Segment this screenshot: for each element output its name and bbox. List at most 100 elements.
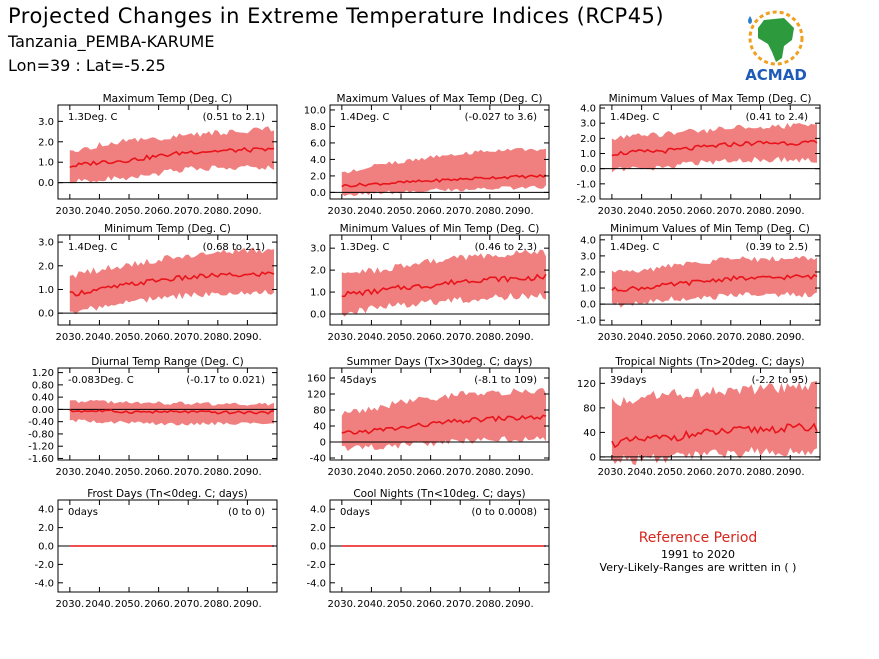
logo-text: ACMAD xyxy=(745,66,807,84)
x-tick-label: 2060. xyxy=(687,332,716,343)
x-tick-label: 2030. xyxy=(328,332,357,343)
y-tick-label: 4.0 xyxy=(580,235,596,246)
y-tick-label: -2.0 xyxy=(306,560,326,571)
likely-range-value: (-2.2 to 95) xyxy=(752,375,809,386)
y-tick-label: 0.0 xyxy=(580,300,596,311)
page-title: Projected Changes in Extreme Temperature… xyxy=(8,4,665,28)
x-tick-label: 2030. xyxy=(56,206,85,217)
x-tick-label: 2050. xyxy=(115,332,144,343)
chart-panel-1: 0.0 1.0 2.0 3.0 2030. 2040. 2050. 2060. 2070. 208… xyxy=(38,93,278,217)
y-tick-label: 3.0 xyxy=(310,244,326,255)
x-tick-label: 2060. xyxy=(144,467,173,478)
y-tick-label: 0.0 xyxy=(38,309,54,320)
x-tick-label: 2050. xyxy=(657,332,686,343)
x-tick-label: 2090. xyxy=(505,467,534,478)
chart-title: Minimum Values of Max Temp (Deg. C) xyxy=(609,93,812,105)
y-tick-label: 80 xyxy=(583,403,596,414)
x-tick-label: 2040. xyxy=(627,332,656,343)
plot-frame xyxy=(599,104,821,200)
change-value: 0days xyxy=(340,507,370,518)
chart-title: Minimum Temp (Deg. C) xyxy=(104,223,231,235)
x-tick-label: 2090. xyxy=(505,206,534,217)
y-tick-label: 3.0 xyxy=(580,251,596,262)
y-tick-label: -2.0 xyxy=(34,560,54,571)
median-change-line xyxy=(341,273,547,298)
x-tick-label: 2030. xyxy=(328,467,357,478)
y-tick-label: 0.0 xyxy=(38,178,54,189)
x-tick-label: 2090. xyxy=(776,206,805,217)
y-tick-label: 0 xyxy=(590,452,596,463)
y-tick-label: 4.0 xyxy=(38,505,54,516)
x-tick-label: 2050. xyxy=(387,467,416,478)
median-change-line xyxy=(69,271,275,297)
y-tick-label: 0.0 xyxy=(580,164,596,175)
y-tick-label: 3.0 xyxy=(38,238,54,249)
x-tick-label: 2050. xyxy=(115,206,144,217)
sun-ring-icon xyxy=(748,10,804,66)
y-tick-label: -1.0 xyxy=(576,179,596,190)
x-tick-label: 2030. xyxy=(56,332,85,343)
x-tick-label: 2030. xyxy=(598,467,627,478)
x-tick-label: 2050. xyxy=(387,206,416,217)
chart-title: Minimum Values of Min Temp (Deg. C) xyxy=(340,223,540,235)
x-tick-label: 2040. xyxy=(85,467,114,478)
x-tick-label: 2040. xyxy=(627,206,656,217)
chart-title: Frost Days (Tn<0deg. C; days) xyxy=(87,488,247,500)
y-tick-label: 0 xyxy=(320,438,326,449)
plot-frame xyxy=(57,234,278,326)
y-tick-label: 4.0 xyxy=(310,505,326,516)
x-tick-label: 2080. xyxy=(475,332,504,343)
y-tick-label: 1.0 xyxy=(310,288,326,299)
x-tick-label: 2090. xyxy=(505,332,534,343)
chart-title: Summer Days (Tx>30deg. C; days) xyxy=(347,356,533,368)
y-tick-label: 0.40 xyxy=(32,393,54,404)
chart-panel-10: -4.0 -2.0 0.0 2.0 4.0 2030. 2040. 2050. 2060. 207… xyxy=(34,488,278,610)
y-tick-label: 2.0 xyxy=(38,137,54,148)
x-tick-label: 2090. xyxy=(233,467,262,478)
x-tick-label: 2080. xyxy=(203,332,232,343)
y-tick-label: -0.80 xyxy=(28,429,54,440)
x-tick-label: 2070. xyxy=(174,206,203,217)
likely-range-value: (0.41 to 2.4) xyxy=(746,112,808,123)
likely-range-value: (0.68 to 2.1) xyxy=(203,242,265,253)
y-tick-label: 0.0 xyxy=(38,542,54,553)
plot-frame xyxy=(329,234,550,326)
x-tick-label: 2080. xyxy=(203,467,232,478)
y-tick-label: 40 xyxy=(313,422,326,433)
x-tick-label: 2080. xyxy=(203,599,232,610)
y-tick-label: 120 xyxy=(307,390,326,401)
x-tick-label: 2060. xyxy=(144,206,173,217)
chart-title: Maximum Values of Max Temp (Deg. C) xyxy=(337,93,543,105)
x-tick-label: 2030. xyxy=(598,332,627,343)
x-tick-label: 2070. xyxy=(174,599,203,610)
x-tick-label: 2070. xyxy=(446,467,475,478)
y-tick-label: 1.0 xyxy=(38,158,54,169)
y-tick-label: 2.0 xyxy=(38,523,54,534)
x-tick-label: 2030. xyxy=(328,206,357,217)
y-tick-label: 10.0 xyxy=(304,105,326,116)
y-tick-label: -4.0 xyxy=(34,578,54,589)
y-tick-label: -2.0 xyxy=(576,195,596,206)
x-tick-label: 2060. xyxy=(144,599,173,610)
likely-range-band xyxy=(69,399,274,426)
y-tick-label: -40 xyxy=(310,454,326,465)
change-value: 1.3Deg. C xyxy=(340,242,389,253)
change-value: 1.4Deg. C xyxy=(610,112,659,123)
x-tick-label: 2030. xyxy=(56,599,85,610)
x-tick-label: 2040. xyxy=(627,467,656,478)
x-tick-label: 2070. xyxy=(174,467,203,478)
change-value: 1.4Deg. C xyxy=(610,242,659,253)
x-tick-label: 2090. xyxy=(233,599,262,610)
y-tick-label: -1.0 xyxy=(576,316,596,327)
reference-period-box: Reference Period 1991 to 2020 Very-Likel… xyxy=(560,530,836,574)
y-tick-label: 8.0 xyxy=(310,122,326,133)
station-coordinates: Lon=39 : Lat=-5.25 xyxy=(8,56,166,75)
x-tick-label: 2060. xyxy=(687,206,716,217)
y-tick-label: 0.0 xyxy=(310,542,326,553)
chart-title: Cool Nights (Tn<10deg. C; days) xyxy=(353,488,525,500)
y-tick-label: 2.0 xyxy=(580,134,596,145)
likely-range-band xyxy=(611,381,817,466)
x-tick-label: 2050. xyxy=(657,467,686,478)
station-name: Tanzania_PEMBA-KARUME xyxy=(8,32,215,51)
